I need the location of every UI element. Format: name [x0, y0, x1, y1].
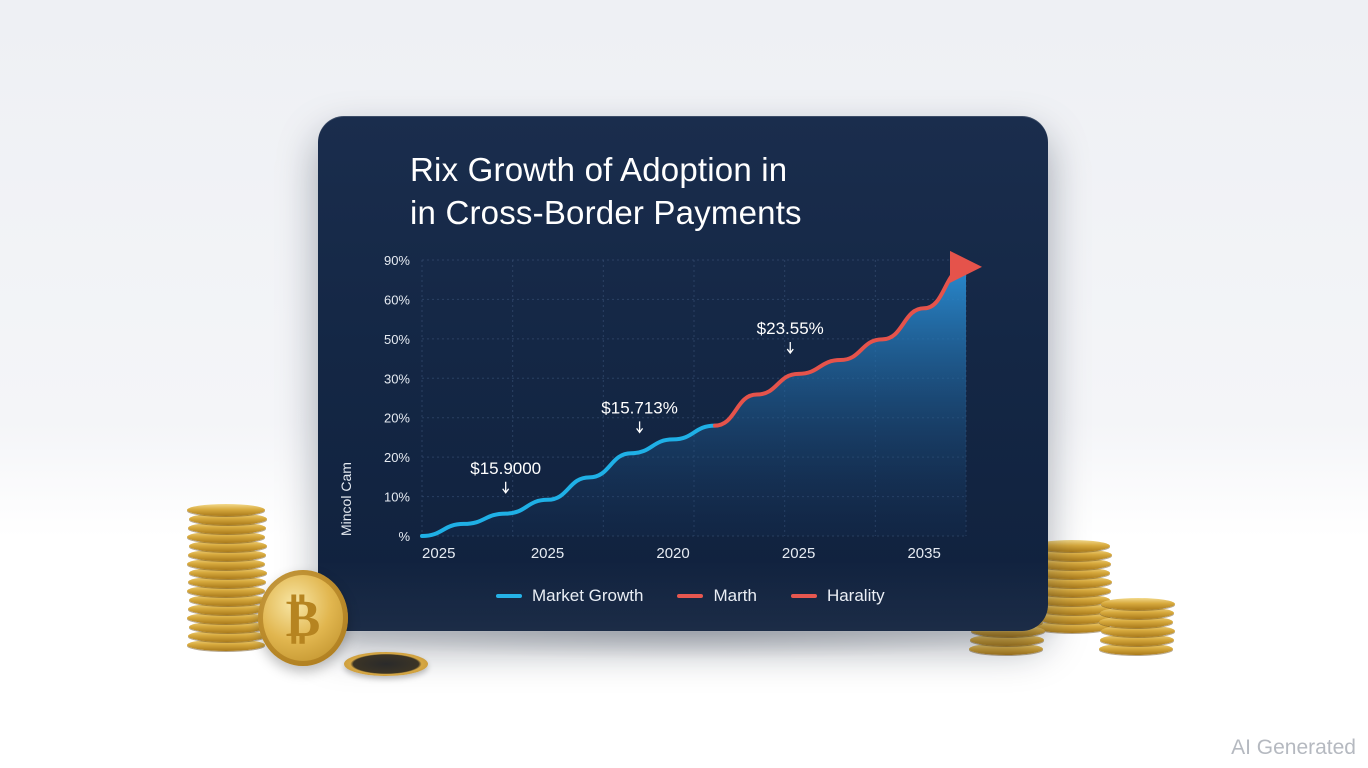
y-tick-label: 30% [384, 371, 410, 386]
annotation-label: $23.55% [757, 319, 824, 338]
coin-layer [1100, 634, 1174, 646]
flat-coin-icon [344, 652, 428, 676]
coin-layer [1034, 567, 1110, 579]
bitcoin-coin-icon: ₿ [258, 570, 348, 666]
coin-layer [1101, 598, 1175, 610]
area-fill [422, 266, 966, 536]
coin-layer [187, 531, 265, 543]
coin-layer [189, 513, 267, 525]
legend-swatch-harality [790, 594, 817, 598]
coin-layer [188, 630, 266, 642]
coin-layer [1099, 616, 1173, 628]
annotation-arrow [786, 342, 794, 355]
y-tick-label: 10% [384, 490, 410, 505]
line-chart: 90% 60% 50% 30% 20% 20% 10%% 2025 2025 2020 2025 20… [384, 250, 982, 562]
coin-layer [187, 612, 265, 624]
legend-label-marth: Marth [713, 586, 757, 605]
coin-layer [189, 540, 267, 552]
x-tick-label: 2025 [422, 545, 455, 562]
coin-layer [1101, 625, 1175, 637]
x-tick-label: 2025 [782, 545, 815, 562]
coin-layer [1099, 643, 1173, 655]
series-line-marth [712, 250, 982, 428]
coin-layer [188, 549, 266, 561]
coin-layer [1035, 612, 1111, 624]
y-tick-label: 90% [384, 253, 410, 268]
coin-layer [969, 643, 1043, 655]
legend-label-market-growth: Market Growth [532, 586, 644, 605]
legend-swatch-market-growth [496, 594, 522, 598]
coin-layer [189, 567, 267, 579]
coin-layer [1035, 585, 1111, 597]
chart-title-line-2: in Cross-Border Payments [410, 194, 802, 231]
coin-layer [189, 594, 267, 606]
coin-layer [1036, 549, 1112, 561]
coin-layer [1034, 540, 1110, 552]
coin-layer [188, 522, 266, 534]
coin-layer [1036, 576, 1112, 588]
y-tick-label: 20% [384, 450, 410, 465]
legend-item-harality: Harality [790, 586, 885, 606]
coin-layer [189, 621, 267, 633]
coin-layer [187, 558, 265, 570]
watermark: AI Generated [1231, 736, 1356, 759]
y-tick-label: % [398, 529, 410, 544]
coin-layer [187, 585, 265, 597]
chart-board: Rix Growth of Adoption in in Cross-Borde… [318, 116, 1048, 631]
coin-layer [970, 634, 1044, 646]
annotation-arrow [636, 421, 644, 434]
annotation-label: $15.713% [601, 398, 678, 417]
coin-stack-left [187, 504, 267, 660]
annotation-label: $15.9000 [470, 459, 541, 478]
legend-item-market-growth: Market Growth [496, 586, 643, 606]
y-tick-label: 50% [384, 332, 410, 347]
y-tick-label: 20% [384, 411, 410, 426]
coin-layer [1100, 607, 1174, 619]
coin-stack-right-tall [1034, 540, 1112, 642]
y-tick-label: 60% [384, 292, 410, 307]
x-tick-label: 2020 [656, 545, 689, 562]
coin-layer [188, 603, 266, 615]
coin-layer [1036, 603, 1112, 615]
chart-legend: Market Growth Marth Harality [496, 586, 885, 606]
coin-layer [1035, 558, 1111, 570]
legend-swatch-marth [677, 594, 704, 598]
chart-title: Rix Growth of Adoption in in Cross-Borde… [410, 148, 802, 234]
legend-item-marth: Marth [677, 586, 757, 606]
coin-layer [187, 639, 265, 651]
coin-stack-right-small [1099, 598, 1175, 664]
annotation-arrow [502, 481, 510, 494]
chart-title-line-1: Rix Growth of Adoption in [410, 151, 788, 188]
x-tick-label: 2035 [907, 545, 940, 562]
series-line-market-growth [420, 423, 717, 538]
x-tick-label: 2025 [531, 545, 564, 562]
coin-layer [187, 504, 265, 516]
coin-layer [188, 576, 266, 588]
legend-label-harality: Harality [826, 586, 885, 605]
coin-layer [1034, 594, 1110, 606]
coin-layer [1034, 621, 1110, 633]
